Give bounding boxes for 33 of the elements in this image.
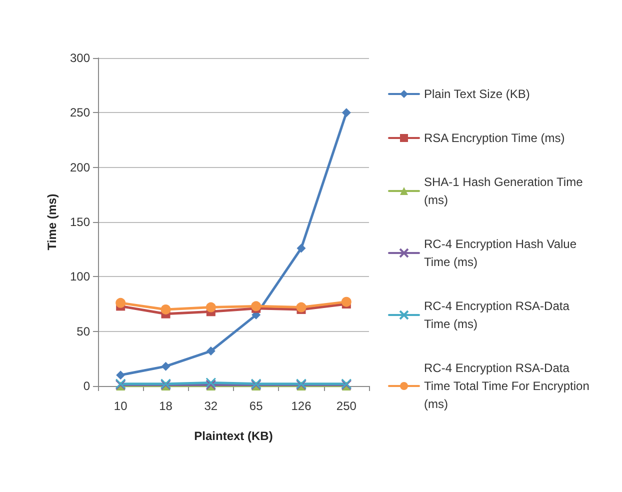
x-tick-label: 65 bbox=[249, 399, 264, 413]
legend-label: RC-4 Encryption Hash Value Time (ms) bbox=[424, 237, 580, 269]
legend-label: Plain Text Size (KB) bbox=[424, 87, 530, 101]
x-tick-label: 10 bbox=[114, 399, 128, 413]
point bbox=[160, 304, 171, 314]
y-tick-label: 0 bbox=[83, 379, 90, 393]
y-tick-label: 150 bbox=[70, 215, 90, 229]
point bbox=[116, 298, 126, 308]
point bbox=[296, 244, 306, 253]
y-tick-label: 100 bbox=[70, 270, 90, 284]
point bbox=[342, 108, 351, 118]
point bbox=[116, 370, 126, 380]
y-tick-label: 200 bbox=[70, 160, 90, 174]
y-tick-label: 300 bbox=[70, 51, 90, 65]
x-tick-label: 32 bbox=[204, 399, 218, 413]
legend-label: RSA Encryption Time (ms) bbox=[424, 131, 565, 145]
x-axis-title: Plaintext (KB) bbox=[194, 429, 273, 443]
point bbox=[296, 302, 306, 312]
y-tick-label: 50 bbox=[76, 324, 90, 338]
point bbox=[341, 296, 352, 307]
y-axis-title: Time (ms) bbox=[45, 194, 59, 250]
point bbox=[206, 302, 216, 312]
legend-label: RC-4 Encryption RSA-Data Time (ms) bbox=[424, 299, 573, 331]
point bbox=[206, 346, 216, 356]
x-tick-label: 250 bbox=[336, 399, 357, 413]
legend-label: RC-4 Encryption RSA-Data Time Total Time For Encryption (ms) bbox=[424, 361, 593, 411]
legend-label: SHA-1 Hash Generation Time (ms) bbox=[424, 175, 586, 207]
y-tick-label: 250 bbox=[70, 106, 90, 120]
point bbox=[206, 377, 216, 388]
x-tick-label: 126 bbox=[291, 399, 312, 413]
point bbox=[251, 301, 262, 312]
point bbox=[161, 362, 170, 371]
x-tick-label: 18 bbox=[159, 399, 173, 413]
